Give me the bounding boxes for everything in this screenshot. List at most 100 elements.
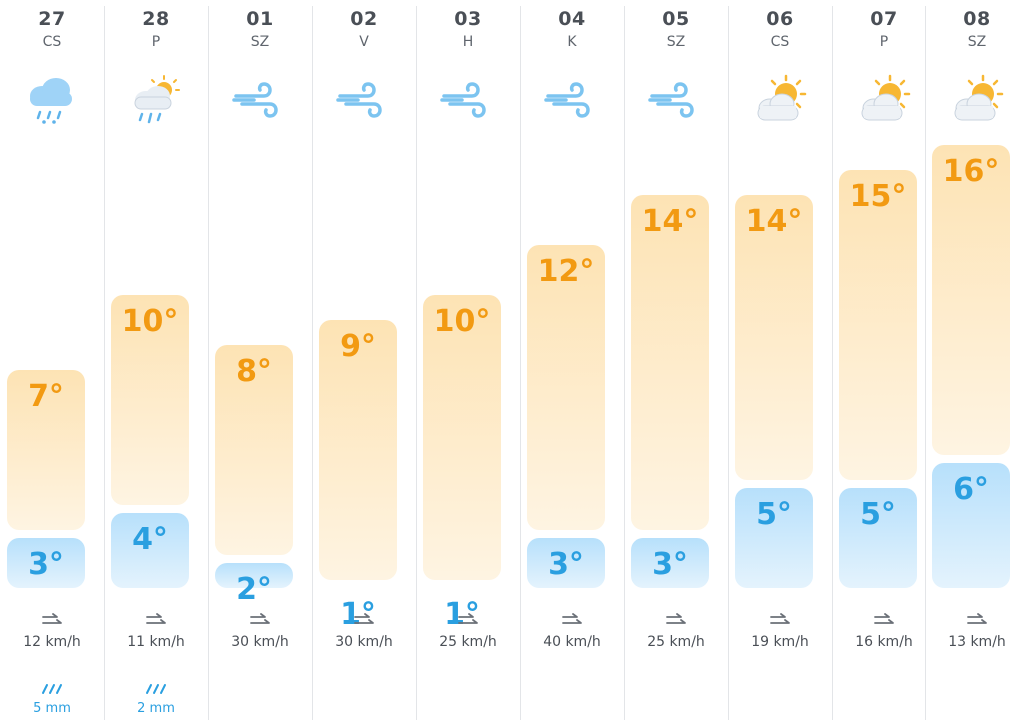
low-temp-bar: 5° <box>735 488 813 588</box>
sun-rain-cloud-icon <box>126 70 186 130</box>
forecast-day[interactable]: 06 CS 14° 5° <box>728 0 832 726</box>
rain-cloud-icon <box>22 70 82 130</box>
wind-icon <box>334 70 394 130</box>
forecast-day[interactable]: 28 P 10° 4° <box>104 0 208 726</box>
low-temp-label: 5° <box>860 497 896 532</box>
partly-cloudy-icon <box>750 70 810 130</box>
low-temp-label: 2° <box>236 572 272 607</box>
forecast-day[interactable]: 02 V 9° 1° 30 km/h <box>312 0 416 726</box>
forecast-day[interactable]: 04 K 12° 3° 40 km/h <box>520 0 624 726</box>
wind-speed: 11 km/h <box>127 634 185 650</box>
day-date: 04 <box>558 8 586 30</box>
high-temp-bar: 10° <box>111 295 189 505</box>
high-temp-bar: 12° <box>527 245 605 530</box>
low-temp-label: 3° <box>548 547 584 582</box>
high-temp-bar: 7° <box>7 370 85 530</box>
day-date: 28 <box>142 8 170 30</box>
wind-speed: 12 km/h <box>23 634 81 650</box>
wind-direction-icon <box>353 612 375 628</box>
low-temp-bar: 3° <box>527 538 605 588</box>
day-date: 08 <box>963 8 991 30</box>
low-temp-bar: 2° <box>215 563 293 605</box>
low-temp-label: 6° <box>953 472 989 507</box>
high-temp-label: 14° <box>641 204 699 239</box>
rain-drops-icon <box>39 680 65 694</box>
low-temp-bar: 3° <box>631 538 709 588</box>
wind-icon <box>438 70 498 130</box>
column-divider <box>104 6 105 720</box>
high-temp-bar: 16° <box>932 145 1010 455</box>
day-name: CS <box>42 34 62 50</box>
day-name: SZ <box>967 34 987 50</box>
day-name: P <box>151 34 161 50</box>
column-divider <box>832 6 833 720</box>
column-divider <box>312 6 313 720</box>
column-divider <box>728 6 729 720</box>
day-date: 07 <box>870 8 898 30</box>
wind-direction-icon <box>966 612 988 628</box>
day-date: 27 <box>38 8 66 30</box>
forecast-day[interactable]: 07 P 15° 5° <box>832 0 936 726</box>
forecast-day[interactable]: 08 SZ 16° 6° <box>925 0 1029 726</box>
low-temp-label: 3° <box>28 547 64 582</box>
forecast-day[interactable]: 03 H 10° 1° 25 km/h <box>416 0 520 726</box>
day-name: SZ <box>250 34 270 50</box>
wind-icon <box>542 70 602 130</box>
column-divider <box>925 6 926 720</box>
wind-speed: 40 km/h <box>543 634 601 650</box>
day-date: 06 <box>766 8 794 30</box>
high-temp-bar: 9° <box>319 320 397 580</box>
rain-amount: 2 mm <box>137 701 175 716</box>
day-date: 01 <box>246 8 274 30</box>
day-date: 02 <box>350 8 378 30</box>
forecast-day[interactable]: 05 SZ 14° 3° 25 km/h <box>624 0 728 726</box>
day-name: V <box>359 34 369 50</box>
rain-drops-icon <box>143 680 169 694</box>
high-temp-label: 16° <box>942 154 1000 189</box>
wind-direction-icon <box>249 612 271 628</box>
high-temp-label: 10° <box>433 304 491 339</box>
day-name: SZ <box>666 34 686 50</box>
day-name: P <box>879 34 889 50</box>
low-temp-bar: 4° <box>111 513 189 588</box>
low-temp-label: 5° <box>756 497 792 532</box>
high-temp-label: 7° <box>28 379 64 414</box>
wind-speed: 30 km/h <box>231 634 289 650</box>
low-temp-bar: 3° <box>7 538 85 588</box>
column-divider <box>208 6 209 720</box>
forecast-day[interactable]: 27 CS 7° 3° 12 km/h <box>0 0 104 726</box>
forecast-day[interactable]: 01 SZ 8° 2° 30 km/h <box>208 0 312 726</box>
wind-direction-icon <box>145 612 167 628</box>
day-name: K <box>567 34 577 50</box>
wind-speed: 13 km/h <box>948 634 1006 650</box>
low-temp-label: 1° <box>444 597 480 632</box>
wind-speed: 25 km/h <box>647 634 705 650</box>
high-temp-bar: 8° <box>215 345 293 555</box>
high-temp-label: 15° <box>849 179 907 214</box>
low-temp-label: 4° <box>132 522 168 557</box>
high-temp-bar: 14° <box>735 195 813 480</box>
high-temp-label: 8° <box>236 354 272 389</box>
wind-speed: 19 km/h <box>751 634 809 650</box>
partly-cloudy-icon <box>947 70 1007 130</box>
column-divider <box>416 6 417 720</box>
day-date: 03 <box>454 8 482 30</box>
wind-icon <box>646 70 706 130</box>
column-divider <box>624 6 625 720</box>
wind-speed: 16 km/h <box>855 634 913 650</box>
wind-direction-icon <box>665 612 687 628</box>
wind-direction-icon <box>769 612 791 628</box>
high-temp-bar: 15° <box>839 170 917 480</box>
column-divider <box>520 6 521 720</box>
high-temp-label: 14° <box>745 204 803 239</box>
day-date: 05 <box>662 8 690 30</box>
low-temp-label: 3° <box>652 547 688 582</box>
high-temp-label: 10° <box>121 304 179 339</box>
partly-cloudy-icon <box>854 70 914 130</box>
high-temp-bar: 14° <box>631 195 709 530</box>
high-temp-bar: 10° <box>423 295 501 580</box>
wind-direction-icon <box>873 612 895 628</box>
wind-speed: 30 km/h <box>335 634 393 650</box>
high-temp-label: 12° <box>537 254 595 289</box>
